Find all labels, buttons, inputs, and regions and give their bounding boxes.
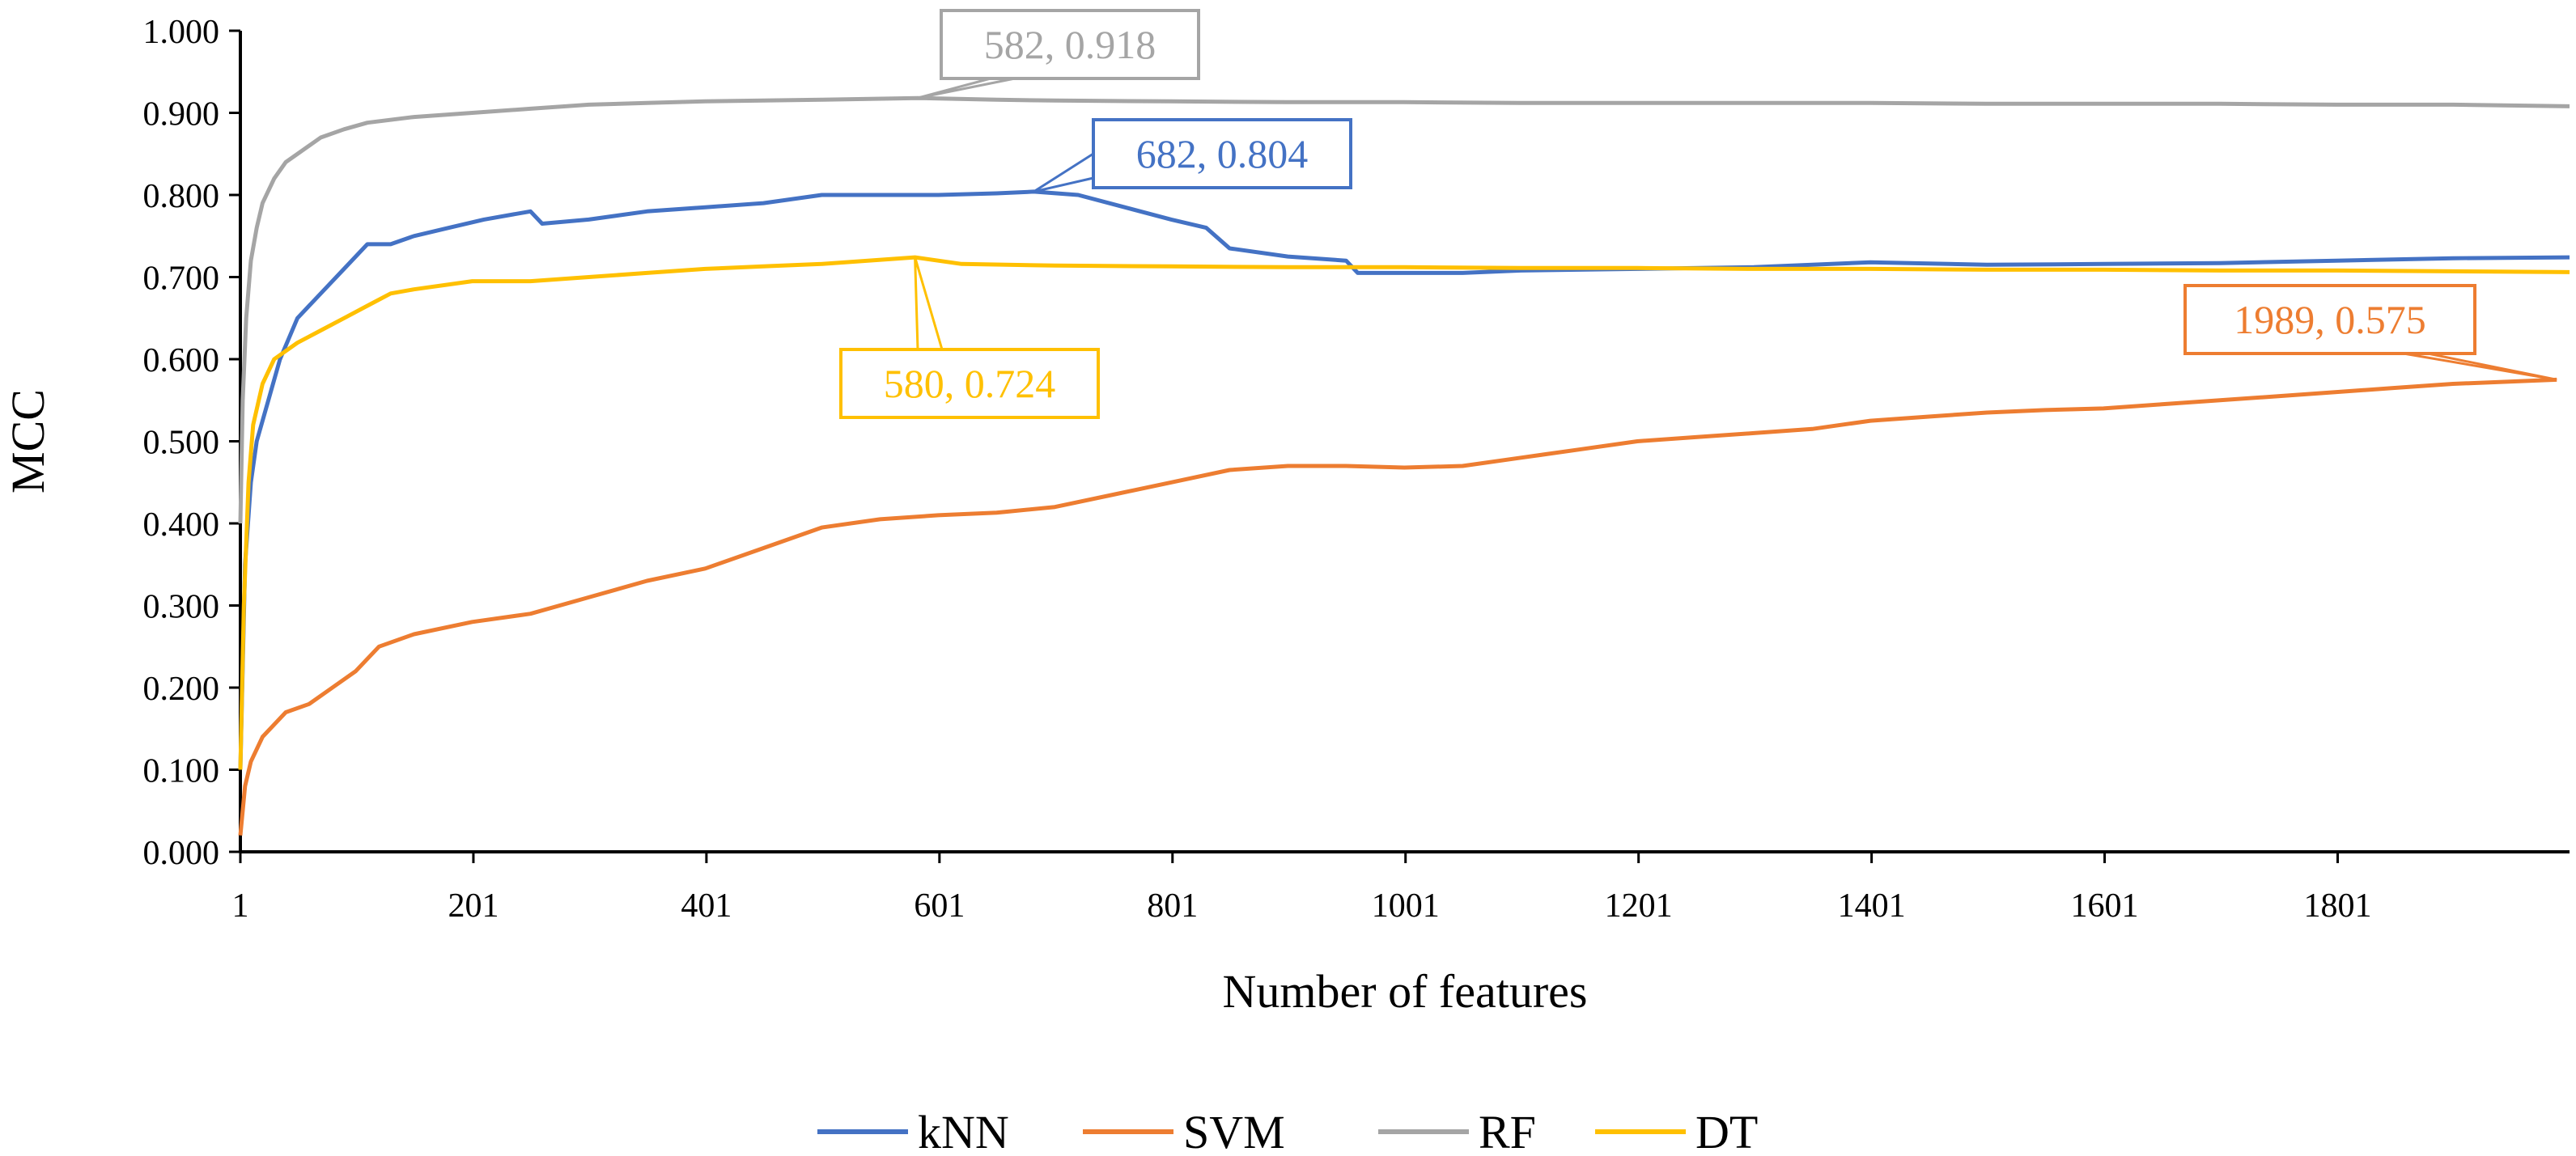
series-line-svm bbox=[238, 377, 2557, 836]
callout-knn: 682, 0.804 bbox=[1033, 118, 1352, 193]
callout-box bbox=[839, 348, 1100, 419]
callout-pointer bbox=[914, 256, 944, 351]
legend-item-dt: DT bbox=[1595, 1106, 1758, 1156]
legend-label: SVM bbox=[1183, 1106, 1285, 1156]
x-tick-label: 1 bbox=[232, 887, 249, 925]
x-tick-label: 1201 bbox=[1605, 887, 1673, 925]
callout-pointer bbox=[917, 77, 1016, 100]
callout-box bbox=[2183, 284, 2476, 355]
x-tick-label: 601 bbox=[914, 887, 965, 925]
x-tick-label: 1001 bbox=[1372, 887, 1440, 925]
x-axis: 1 201 401 601 801 1001 1201 1401 1601 1801 bbox=[232, 850, 2570, 925]
callout-label: 682, 0.804 bbox=[1136, 131, 1309, 176]
legend: kNN SVM RF DT bbox=[817, 1106, 1758, 1156]
y-tick-label: 0.200 bbox=[143, 671, 220, 708]
x-tick-label: 201 bbox=[448, 887, 499, 925]
callout-box bbox=[1092, 118, 1352, 189]
y-tick-label: 1.000 bbox=[143, 14, 220, 51]
y-tick-label: 0.600 bbox=[143, 342, 220, 379]
y-tick-label: 0.700 bbox=[143, 260, 220, 298]
y-axis: 0.000 0.100 0.200 0.300 0.400 0.500 0.600 0.700… bbox=[143, 14, 242, 872]
y-tick-label: 0.300 bbox=[143, 589, 220, 626]
legend-label: RF bbox=[1479, 1106, 1536, 1156]
legend-label: DT bbox=[1695, 1106, 1758, 1156]
callout-pointer bbox=[2403, 352, 2557, 381]
series-line-rf bbox=[238, 95, 2570, 524]
y-tick-label: 0.400 bbox=[143, 506, 220, 544]
callout-label: 1989, 0.575 bbox=[2234, 297, 2426, 342]
legend-item-svm: SVM bbox=[1083, 1106, 1285, 1156]
callout-rf: 582, 0.918 bbox=[917, 9, 1200, 100]
y-tick-label: 0.900 bbox=[143, 96, 220, 133]
x-tick-label: 1601 bbox=[2071, 887, 2139, 925]
callout-label: 580, 0.724 bbox=[884, 361, 1056, 406]
callout-box bbox=[940, 9, 1200, 80]
callout-pointer bbox=[1033, 151, 1095, 193]
x-tick-label: 801 bbox=[1147, 887, 1198, 925]
x-tick-label: 1801 bbox=[2303, 887, 2371, 925]
y-tick-label: 0.100 bbox=[143, 753, 220, 790]
x-axis-title: Number of features bbox=[1223, 965, 1588, 1018]
series-lines bbox=[238, 95, 2570, 836]
y-tick-label: 0.800 bbox=[143, 178, 220, 215]
y-tick-label: 0.000 bbox=[143, 835, 220, 872]
callouts: 582, 0.918 682, 0.804 580, 0.724 1989, 0.57… bbox=[839, 9, 2557, 419]
y-axis-title: MCC bbox=[2, 389, 54, 493]
legend-item-rf: RF bbox=[1378, 1106, 1536, 1156]
callout-svm: 1989, 0.575 bbox=[2183, 284, 2557, 381]
callout-dt: 580, 0.724 bbox=[839, 256, 1100, 419]
y-tick-label: 0.500 bbox=[143, 425, 220, 462]
callout-label: 582, 0.918 bbox=[984, 22, 1156, 67]
legend-item-knn: kNN bbox=[817, 1106, 1009, 1156]
x-tick-label: 401 bbox=[681, 887, 732, 925]
legend-label: kNN bbox=[918, 1106, 1009, 1156]
x-tick-label: 1401 bbox=[1838, 887, 1906, 925]
series-line-dt bbox=[238, 255, 2570, 770]
